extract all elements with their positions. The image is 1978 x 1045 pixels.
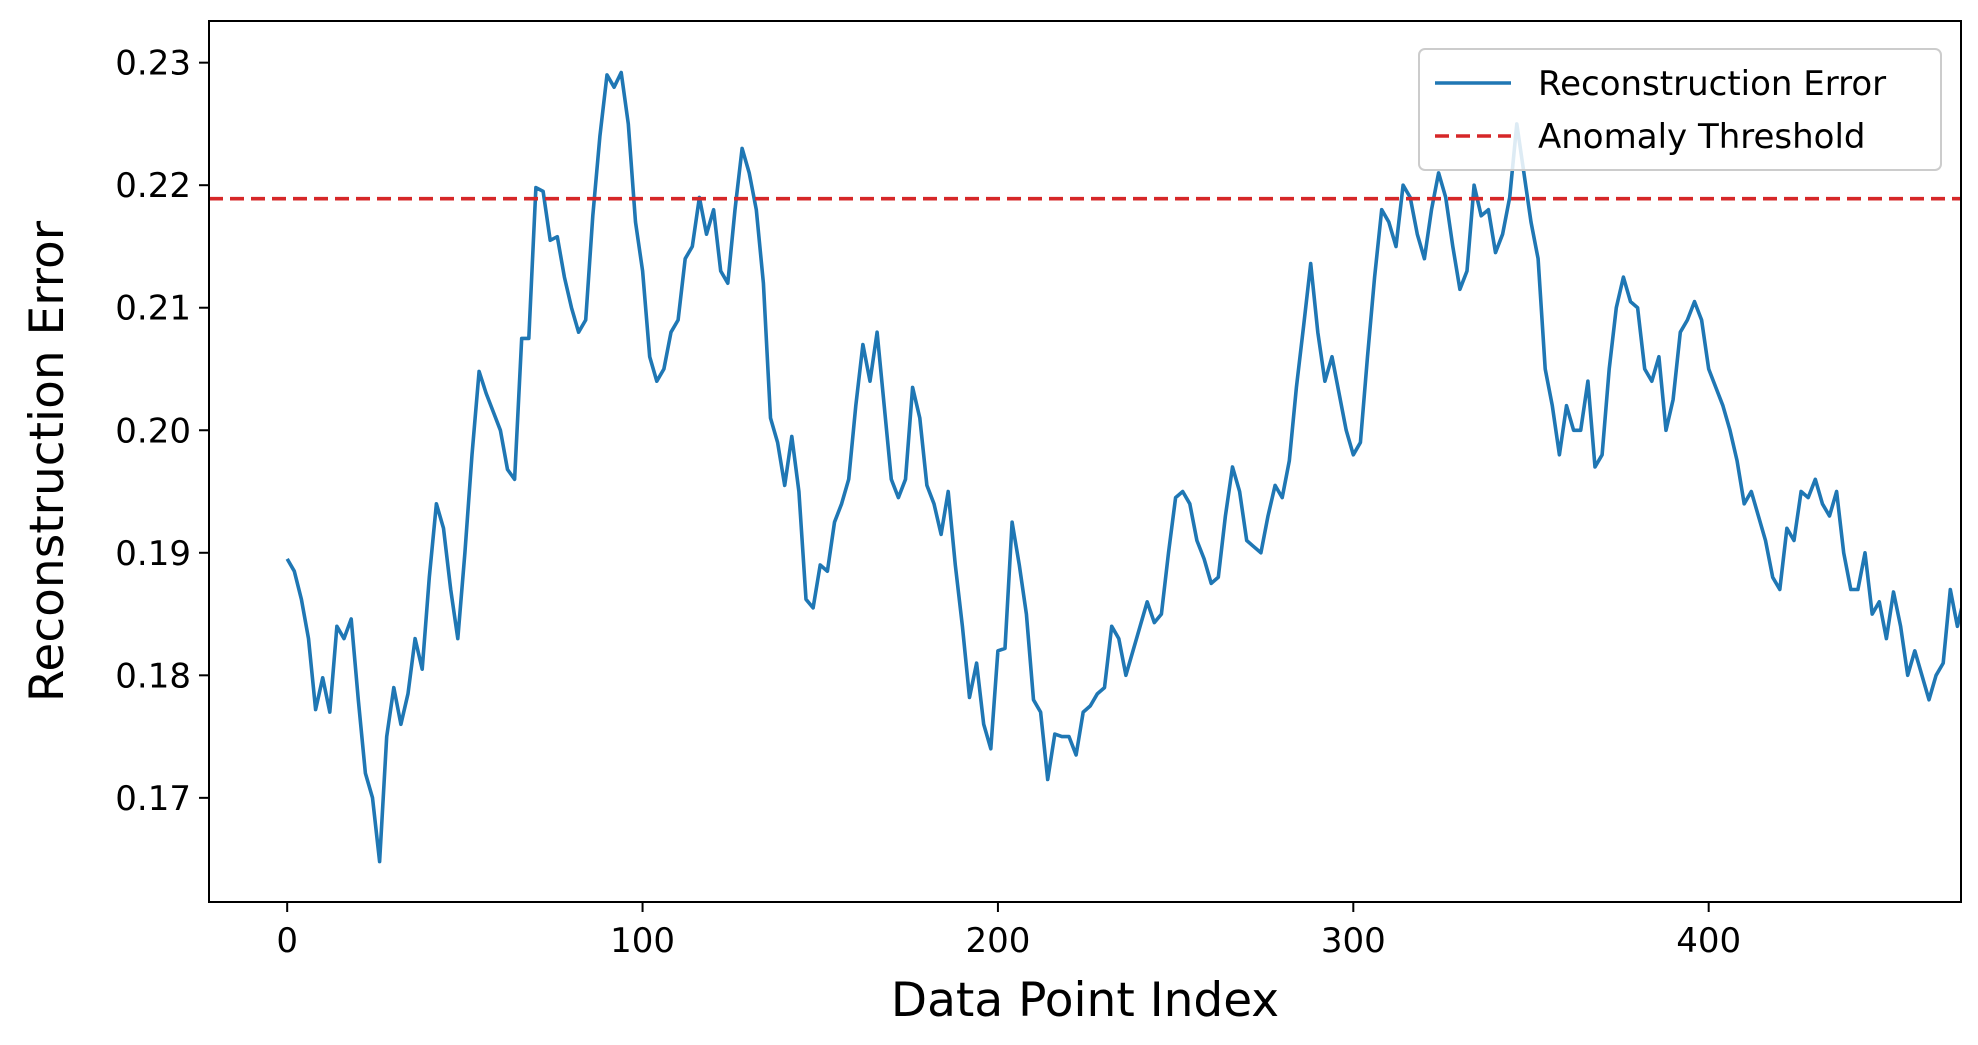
x-axis-title: Data Point Index — [891, 973, 1279, 1028]
y-tick-label: 0.23 — [115, 44, 191, 84]
y-tick-label: 0.18 — [115, 656, 191, 696]
legend: Reconstruction Error Anomaly Threshold — [1418, 48, 1942, 171]
y-axis-title: Reconstruction Error — [20, 220, 75, 702]
legend-label: Anomaly Threshold — [1538, 117, 1866, 157]
y-tick-label: 0.22 — [115, 166, 191, 206]
plot-frame — [208, 20, 1962, 903]
y-tick-label: 0.19 — [115, 534, 191, 574]
legend-box — [1418, 48, 1942, 171]
x-tick-label: 200 — [965, 921, 1030, 961]
x-tick-label: 0 — [276, 921, 298, 961]
x-tick-label: 400 — [1676, 921, 1741, 961]
legend-label: Reconstruction Error — [1538, 64, 1886, 104]
x-tick-label: 300 — [1321, 921, 1386, 961]
y-tick-label: 0.20 — [115, 411, 191, 451]
plot-area — [209, 70, 1961, 864]
y-tick-label: 0.17 — [115, 779, 191, 819]
x-tick-label: 100 — [610, 921, 675, 961]
axes: 0 100 200 300 400 0.17 0.18 0.19 0.20 0.21 0.22 0.2… — [20, 20, 1962, 1028]
series-line-reconstruction-error — [285, 70, 1961, 864]
y-tick-label: 0.21 — [115, 289, 191, 329]
